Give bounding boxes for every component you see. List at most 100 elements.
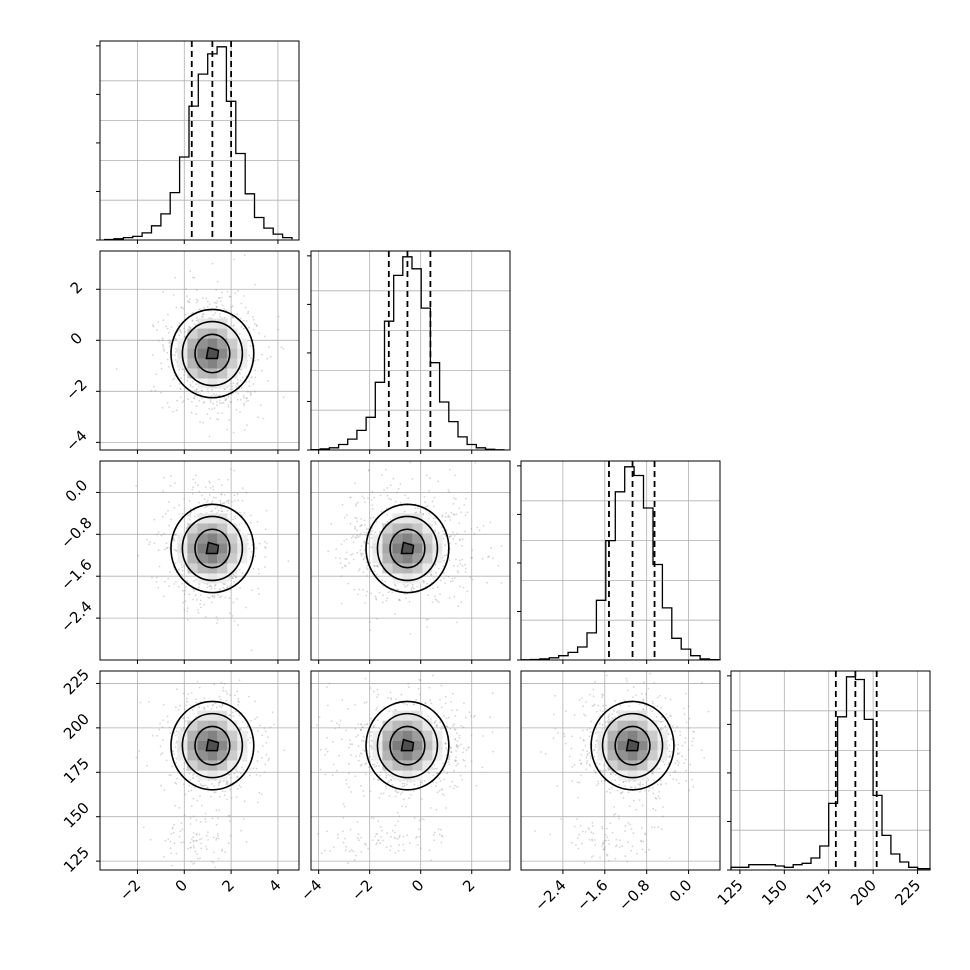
scatter-point — [601, 724, 604, 726]
scatter-point — [189, 841, 192, 844]
scatter-point — [191, 311, 194, 314]
scatter-point — [352, 535, 354, 538]
scatter-point — [380, 510, 383, 513]
scatter-point — [604, 721, 607, 724]
scatter-point — [629, 786, 632, 789]
scatter-point — [594, 839, 596, 841]
scatter-point — [354, 704, 356, 706]
scatter-point — [209, 401, 212, 403]
scatter-point — [593, 749, 595, 751]
y-tick-label: −1.6 — [57, 555, 95, 593]
scatter-point — [444, 582, 446, 584]
scatter-point — [443, 577, 445, 580]
scatter-point — [654, 809, 657, 812]
scatter-point — [243, 254, 246, 257]
scatter-point — [246, 390, 249, 393]
scatter-point — [453, 535, 456, 537]
panel-frame — [310, 250, 511, 451]
scatter-point — [589, 755, 592, 758]
scatter-point — [261, 734, 264, 737]
density-cell — [627, 710, 638, 721]
scatter-point — [191, 320, 194, 322]
scatter-point — [375, 521, 378, 523]
scatter-point — [245, 491, 248, 494]
scatter-point — [390, 836, 392, 838]
scatter-point — [639, 790, 641, 793]
scatter-point — [257, 359, 259, 361]
y-tick-label: 2 — [67, 278, 86, 297]
scatter-point — [211, 408, 213, 411]
scatter-point — [689, 763, 692, 766]
scatter-point — [366, 723, 369, 725]
contour-outer — [170, 308, 255, 399]
scatter-point — [231, 501, 233, 503]
scatter-point — [360, 851, 363, 853]
scatter-point — [183, 609, 186, 611]
scatter-point — [217, 834, 220, 837]
scatter-point — [455, 764, 458, 767]
scatter-point — [356, 551, 359, 554]
scatter-point — [614, 716, 616, 718]
scatter-point — [195, 405, 198, 408]
scatter-point — [168, 546, 171, 549]
scatter-point — [183, 399, 185, 402]
scatter-point — [389, 518, 392, 521]
scatter-point — [199, 821, 202, 823]
scatter-point — [679, 730, 681, 733]
scatter-point — [147, 701, 150, 703]
scatter-point — [287, 560, 290, 563]
density-cell — [207, 543, 218, 554]
scatter-point — [418, 819, 421, 822]
scatter-point — [391, 591, 394, 594]
scatter-point — [267, 759, 270, 762]
scatter-point — [592, 688, 595, 691]
scatter-point — [189, 513, 192, 516]
scatter-point — [359, 752, 362, 755]
scatter-point — [369, 687, 372, 689]
scatter-point — [580, 842, 583, 845]
contour-core — [400, 541, 415, 555]
scatter-point — [199, 838, 201, 841]
scatter-point — [174, 562, 177, 565]
scatter-point — [409, 633, 412, 635]
scatter-point — [162, 490, 164, 492]
scatter-point — [440, 828, 442, 831]
scatter-point — [252, 328, 255, 331]
scatter-point — [398, 815, 401, 817]
scatter-point — [371, 527, 374, 529]
scatter-point — [464, 530, 466, 533]
scatter-point — [428, 849, 431, 852]
scatter-point — [644, 789, 646, 792]
scatter-point — [208, 585, 211, 588]
scatter-point — [605, 839, 607, 842]
scatter-point — [345, 729, 347, 732]
scatter-point — [199, 857, 201, 860]
density-cell — [402, 770, 413, 781]
scatter-point — [594, 771, 597, 774]
scatter-point — [660, 720, 663, 723]
scatter-point — [317, 832, 319, 835]
scatter-point — [171, 750, 174, 752]
scatter-point — [433, 831, 436, 834]
scatter-point — [222, 586, 225, 589]
scatter-point — [415, 835, 418, 838]
scatter-point — [460, 724, 463, 727]
scatter-point — [227, 502, 230, 504]
scatter-point — [434, 595, 436, 598]
scatter-point — [222, 689, 225, 692]
scatter-point — [352, 558, 355, 561]
scatter-point — [460, 601, 463, 604]
scatter-point — [345, 845, 348, 848]
scatter-point — [664, 697, 667, 700]
scatter-point — [237, 392, 240, 395]
scatter-point — [669, 774, 672, 777]
scatter-point — [669, 754, 671, 757]
scatter-point — [240, 302, 243, 305]
scatter-point — [230, 401, 233, 404]
scatter-point — [197, 391, 200, 394]
scatter-point — [231, 577, 234, 579]
scatter-point — [457, 605, 460, 607]
scatter-point — [677, 764, 680, 767]
scatter-point — [355, 854, 357, 857]
